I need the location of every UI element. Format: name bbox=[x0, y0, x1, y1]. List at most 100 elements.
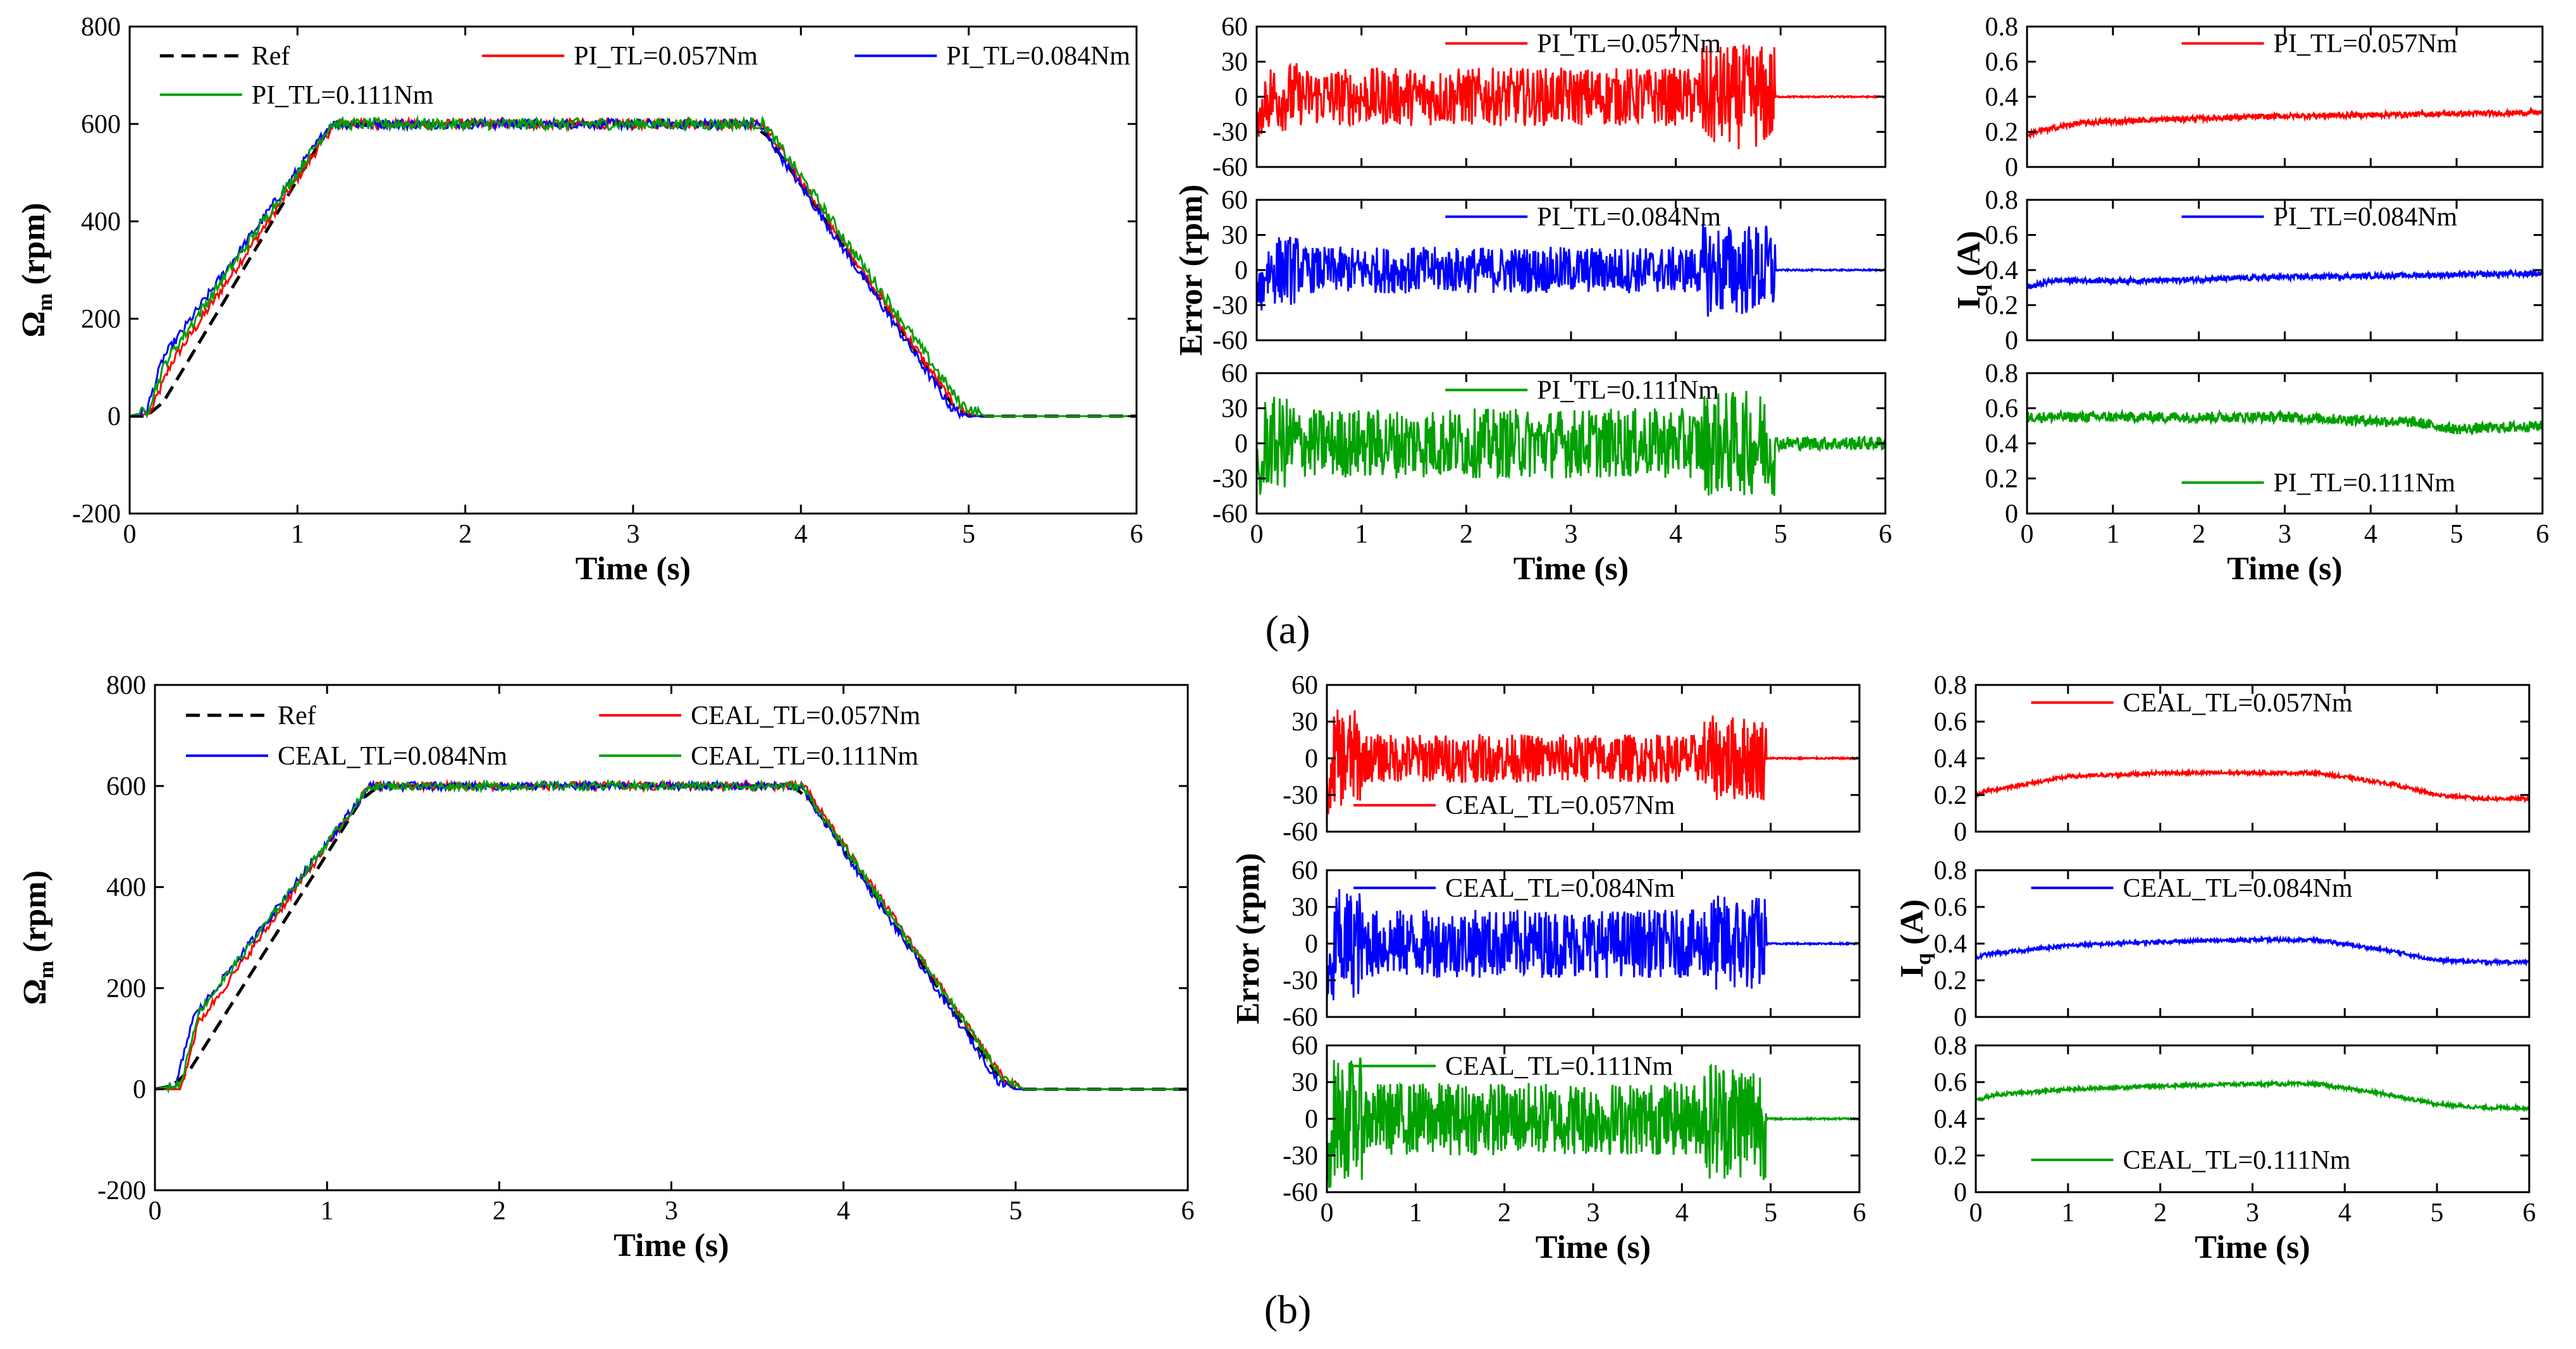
y-tick-label: 0.4 bbox=[1985, 83, 2019, 112]
y-tick-label: 400 bbox=[81, 207, 121, 237]
series-line-0 bbox=[1327, 710, 1859, 815]
y-tick-label: 0 bbox=[2005, 326, 2018, 355]
x-axis-label: Time (s) bbox=[1513, 551, 1629, 587]
y-tick-label: 400 bbox=[106, 873, 146, 902]
x-tick-label: 5 bbox=[2431, 1198, 2444, 1228]
y-tick-label: 600 bbox=[106, 772, 146, 801]
x-axis-label: Time (s) bbox=[613, 1228, 729, 1264]
x-tick-label: 5 bbox=[2450, 520, 2463, 549]
x-tick-label: 2 bbox=[493, 1197, 506, 1226]
x-tick-label: 6 bbox=[2523, 1198, 2536, 1228]
y-tick-label: 0 bbox=[1954, 1003, 1967, 1032]
y-tick-label: 0.2 bbox=[1934, 966, 1968, 995]
chart-b_iq1: 0 0.2 0.4 0.6 0.8 CEAL_TL=0.057Nm bbox=[1934, 671, 2530, 847]
y-tick-label: 30 bbox=[1221, 395, 1248, 424]
legend-label: CEAL_TL=0.057Nm bbox=[1445, 791, 1675, 820]
y-tick-label: 0 bbox=[2005, 153, 2018, 182]
series-line-0 bbox=[1327, 889, 1859, 1001]
x-tick-label: 0 bbox=[149, 1197, 162, 1226]
y-tick-label: 800 bbox=[81, 13, 121, 42]
y-tick-label: 0.6 bbox=[1985, 48, 2019, 77]
iq-ylabel-main: I bbox=[1894, 965, 1930, 978]
series-line-1 bbox=[130, 116, 1137, 417]
y-tick-label: 0.2 bbox=[1985, 118, 2019, 147]
series-line-0 bbox=[2027, 268, 2542, 290]
y-tick-label: 0.4 bbox=[1985, 256, 2019, 285]
y-tick-label: 0.4 bbox=[1934, 930, 1968, 959]
plot-area bbox=[1976, 935, 2529, 967]
plot-area bbox=[1976, 767, 2529, 804]
y-tick-label: 60 bbox=[1221, 186, 1248, 215]
plot-area bbox=[1257, 391, 1885, 496]
legend-label: PI_TL=0.057Nm bbox=[1537, 30, 1721, 59]
chart-a_iq2: 0 0.2 0.4 0.6 0.8 PI_TL=0.084Nm bbox=[1985, 186, 2544, 355]
y-tick-label: -60 bbox=[1212, 500, 1248, 529]
series-line-0 bbox=[1257, 223, 1885, 317]
x-tick-label: 3 bbox=[627, 520, 640, 549]
x-tick-label: 2 bbox=[1498, 1198, 1511, 1228]
y-tick-label: 30 bbox=[1221, 48, 1248, 77]
y-tick-label: -30 bbox=[1283, 781, 1318, 810]
x-tick-label: 4 bbox=[2338, 1198, 2351, 1228]
y-tick-label: 0.4 bbox=[1934, 744, 1968, 773]
x-axis-label: Time (s) bbox=[1536, 1229, 1651, 1266]
series-line-0 bbox=[2027, 106, 2542, 140]
x-tick-label: 2 bbox=[2192, 520, 2205, 549]
y-tick-label: 0.8 bbox=[1985, 13, 2019, 42]
x-axis-label: Time (s) bbox=[2195, 1229, 2310, 1266]
y-tick-label: 0.4 bbox=[1985, 429, 2019, 459]
y-tick-label: 200 bbox=[106, 974, 146, 1003]
y-tick-label: 0 bbox=[1954, 1178, 1967, 1207]
legend-label: CEAL_TL=0.057Nm bbox=[2123, 689, 2353, 718]
y-tick-label: 60 bbox=[1291, 856, 1318, 885]
legend-label: PI_TL=0.084Nm bbox=[1537, 203, 1721, 232]
error-ylabel-text: Error (rpm) bbox=[1230, 853, 1266, 1025]
legend-label: PI_TL=0.057Nm bbox=[574, 42, 758, 71]
x-tick-label: 5 bbox=[1009, 1197, 1022, 1226]
caption-b: (b) bbox=[1264, 1287, 1312, 1332]
legend-label: CEAL_TL=0.057Nm bbox=[691, 701, 920, 730]
y-tick-label: 800 bbox=[106, 671, 146, 700]
y-tick-label: 60 bbox=[1221, 359, 1248, 388]
y-axis-label: Ωm (rpm) bbox=[17, 870, 58, 1005]
plot-area bbox=[1327, 889, 1859, 1001]
series-line-2 bbox=[130, 116, 1137, 420]
plot-area bbox=[1327, 710, 1859, 815]
x-tick-label: 0 bbox=[1250, 520, 1264, 549]
y-axis-label-unit: (rpm) bbox=[16, 203, 52, 293]
y-tick-label: 30 bbox=[1291, 1068, 1318, 1097]
iq-ylabel-unit: (A) bbox=[1951, 231, 1987, 285]
x-tick-label: 2 bbox=[459, 520, 472, 549]
plot-area bbox=[1327, 1057, 1859, 1188]
y-axis-label: Ωm (rpm) bbox=[16, 203, 57, 338]
y-tick-label: 0.8 bbox=[1934, 856, 1968, 885]
y-tick-label: 0.6 bbox=[1985, 221, 2019, 250]
x-tick-label: 1 bbox=[2061, 1198, 2074, 1228]
plot-area bbox=[2027, 268, 2542, 290]
y-tick-label: -60 bbox=[1283, 1178, 1318, 1207]
x-tick-label: 0 bbox=[1321, 1198, 1334, 1228]
iq-ylabel-a: Iq (A) bbox=[1951, 231, 1992, 309]
x-tick-label: 4 bbox=[794, 520, 808, 549]
x-tick-label: 4 bbox=[1675, 1198, 1689, 1228]
legend-label: PI_TL=0.084Nm bbox=[946, 42, 1130, 71]
y-tick-label: 30 bbox=[1221, 221, 1248, 250]
x-tick-label: 6 bbox=[1879, 520, 1892, 549]
y-tick-label: 0.6 bbox=[1934, 708, 1968, 737]
plot-area bbox=[1976, 1078, 2529, 1113]
y-tick-label: -60 bbox=[1283, 818, 1318, 847]
y-tick-label: 30 bbox=[1291, 708, 1318, 737]
y-axis-label-main: Ω bbox=[16, 311, 52, 338]
y-tick-label: 60 bbox=[1221, 13, 1248, 42]
y-tick-label: 0.4 bbox=[1934, 1105, 1968, 1134]
plot-area bbox=[130, 114, 1137, 420]
y-tick-label: 0.8 bbox=[1934, 1032, 1968, 1061]
x-tick-label: 5 bbox=[962, 520, 975, 549]
series-line-1 bbox=[155, 779, 1188, 1090]
chart-b_err1: -60 -30 0 30 60 CEAL_TL=0.057Nm bbox=[1283, 671, 1861, 847]
x-tick-label: 1 bbox=[291, 520, 304, 549]
iq-ylabel-sub: q bbox=[1969, 285, 1992, 297]
